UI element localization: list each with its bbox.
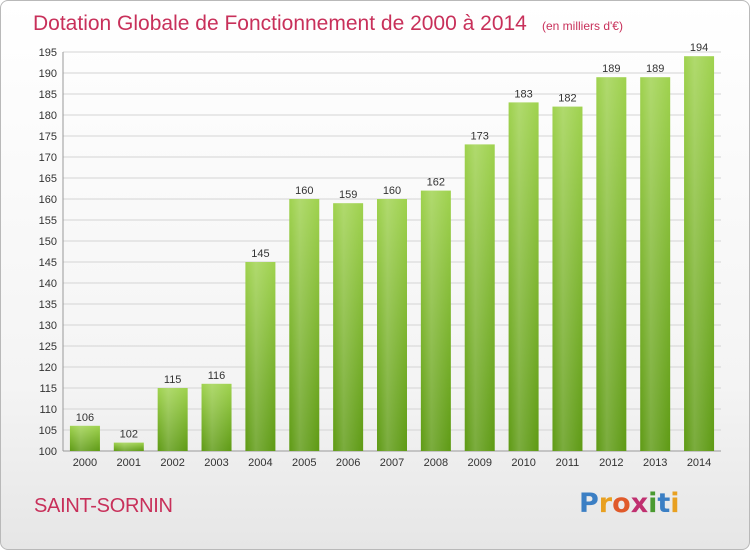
bar-highlight [377,199,407,451]
bar-highlight [201,383,232,451]
bar-highlight [69,425,100,451]
bar-highlight [640,77,671,451]
x-tick-label: 2005 [292,457,316,469]
x-tick-label: 2002 [160,457,184,469]
data-label: 182 [558,93,576,105]
y-tick-label: 140 [39,278,57,290]
data-label: 162 [427,177,445,189]
y-tick-label: 165 [39,173,57,185]
y-tick-label: 180 [39,110,57,122]
y-tick-label: 145 [39,257,57,269]
data-label: 115 [164,374,182,386]
bar-highlight [113,442,144,451]
y-tick-label: 100 [39,446,57,458]
y-tick-label: 135 [39,299,57,311]
data-label: 194 [690,42,708,54]
x-tick-label: 2004 [248,457,272,469]
logo-letter: P [579,488,599,519]
chart-subtitle: (en milliers d'€) [542,19,623,33]
x-tick-label: 2013 [643,457,667,469]
y-tick-label: 115 [39,383,57,395]
data-label: 183 [514,88,532,100]
x-tick-label: 2000 [73,457,97,469]
x-tick-label: 2011 [556,457,580,469]
y-tick-label: 155 [39,215,57,227]
x-tick-label: 2001 [117,457,141,469]
commune-name: SAINT-SORNIN [34,495,173,517]
x-tick-label: 2006 [336,457,360,469]
bar-highlight [157,388,188,451]
y-tick-label: 195 [39,47,57,59]
y-tick-label: 130 [39,320,57,332]
x-tick-label: 2012 [599,457,623,469]
logo-letter: o [612,488,631,519]
y-tick-label: 150 [39,236,57,248]
data-label: 159 [339,189,357,201]
logo-letter: x [630,488,649,519]
data-label: 145 [251,248,269,260]
bar-highlight [552,106,583,451]
data-label: 160 [383,185,401,197]
data-label: 102 [120,429,138,441]
bar-highlight [420,190,451,451]
bars-layer [69,56,715,452]
logo-letter: i [670,488,680,519]
bar-highlight [508,102,539,452]
y-tick-label: 190 [39,68,57,80]
data-label: 160 [295,185,313,197]
data-label: 116 [208,370,226,382]
bar-highlight [333,203,364,451]
data-label: 106 [76,412,94,424]
y-tick-label: 175 [39,131,57,143]
bar-highlight [289,199,320,451]
x-tick-label: 2010 [511,457,535,469]
x-tick-label: 2008 [424,457,448,469]
y-tick-label: 185 [39,89,57,101]
x-tick-label: 2014 [687,457,711,469]
x-tick-label: 2009 [467,457,491,469]
data-label: 173 [471,130,489,142]
x-tick-label: 2003 [204,457,228,469]
y-tick-label: 110 [39,404,57,416]
y-tick-label: 105 [39,425,57,437]
logo-letter: t [657,488,671,519]
y-tick-label: 170 [39,152,57,164]
x-tick-label: 2007 [380,457,404,469]
bar-highlight [596,77,627,451]
chart-title: Dotation Globale de Fonctionnement de 20… [33,12,527,35]
data-label: 189 [646,63,664,75]
y-tick-label: 125 [39,341,57,353]
logo-letter: i [648,488,658,519]
logo-letter: r [598,488,613,519]
y-tick-label: 160 [39,194,57,206]
data-label: 189 [602,63,620,75]
bar-highlight [684,56,715,451]
proxiti-logo: Proxiti [579,488,680,519]
labels-layer: 100 105 110 115 120 125 130 135 140 145 150 155 160 1… [39,42,712,469]
y-tick-label: 120 [39,362,57,374]
bar-highlight [464,144,495,451]
bar-highlight [245,262,276,451]
